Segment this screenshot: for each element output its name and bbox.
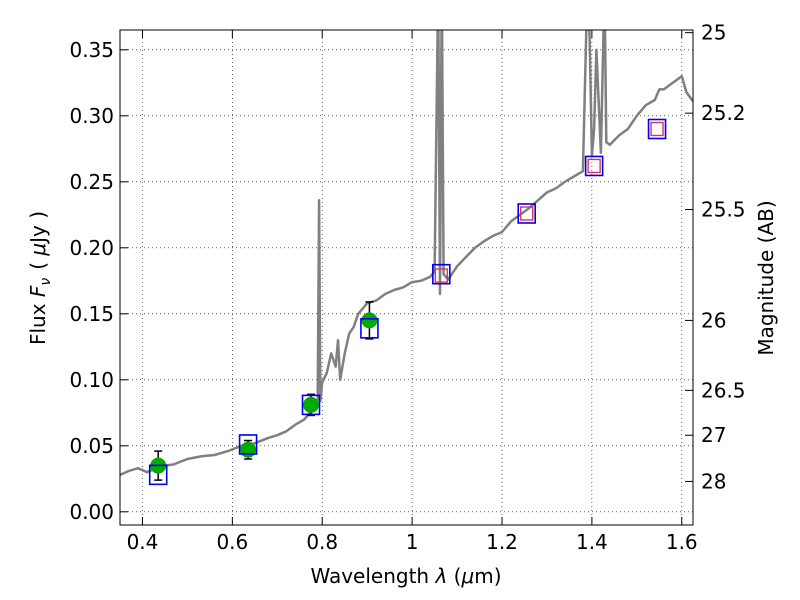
y-tick-label: 0.10 — [69, 368, 114, 392]
plot-frame — [119, 29, 694, 526]
observed-points — [150, 312, 378, 474]
x-tick-label: 1.2 — [486, 530, 518, 554]
y-tick-label: 0.05 — [69, 434, 114, 458]
x-tick-label: 0.8 — [306, 530, 338, 554]
x-tick-label: 1 — [406, 530, 419, 554]
y-tick-label: 0.25 — [69, 170, 114, 194]
y-tick-label: 0.15 — [69, 302, 114, 326]
observed-point — [361, 312, 378, 329]
upper-limit-square — [650, 121, 664, 137]
upper-limit-square — [434, 268, 449, 283]
grid-lines — [120, 30, 693, 525]
model-square — [584, 155, 604, 177]
x-axis-label: Wavelength λ (μm) — [310, 564, 501, 588]
y2-tick-label: 26.5 — [701, 378, 746, 402]
model-square — [517, 203, 537, 224]
y-tick-label: 0.35 — [69, 38, 114, 62]
observed-point — [303, 396, 319, 413]
y-tick-label: 0.30 — [69, 104, 114, 128]
x-tick-label: 1.6 — [666, 530, 698, 554]
y-tick-label: 0.00 — [69, 500, 114, 524]
y2-tick-label: 25.2 — [701, 101, 746, 125]
model-square — [301, 394, 321, 416]
y2-tick-label: 25 — [701, 21, 726, 45]
y-axis-label: Flux Fν( μJy ) — [26, 211, 54, 345]
upper-limit-square — [587, 158, 601, 174]
model-square — [432, 263, 451, 285]
spectrum-line — [120, 30, 693, 476]
error-bars — [154, 301, 374, 481]
y2-tick-label: 28 — [701, 469, 726, 493]
y-tick-label: 0.20 — [69, 236, 114, 260]
model-square — [647, 118, 667, 140]
tick-labels: 0.4 0.6 0.8 1 1.2 1.4 1.6 0.00 0.05 0.10 0.15 0.20 0… — [69, 21, 745, 554]
model-square — [238, 434, 258, 455]
model-square — [148, 464, 168, 486]
axis-ticks — [120, 30, 693, 525]
y2-axis-label: Magnitude (AB) — [754, 200, 778, 355]
y2-tick-label: 25.5 — [701, 198, 746, 222]
y2-tick-label: 26 — [701, 308, 726, 332]
observed-point — [240, 441, 257, 458]
model-square — [360, 318, 379, 339]
x-tick-label: 0.4 — [127, 530, 159, 554]
y2-tick-label: 27 — [701, 423, 726, 447]
model-squares — [148, 118, 667, 486]
x-tick-label: 0.6 — [216, 530, 248, 554]
upper-limit-square — [520, 206, 534, 221]
x-tick-label: 1.4 — [576, 530, 608, 554]
upper-limit-squares — [434, 121, 664, 283]
model-spectrum-series — [120, 30, 693, 476]
